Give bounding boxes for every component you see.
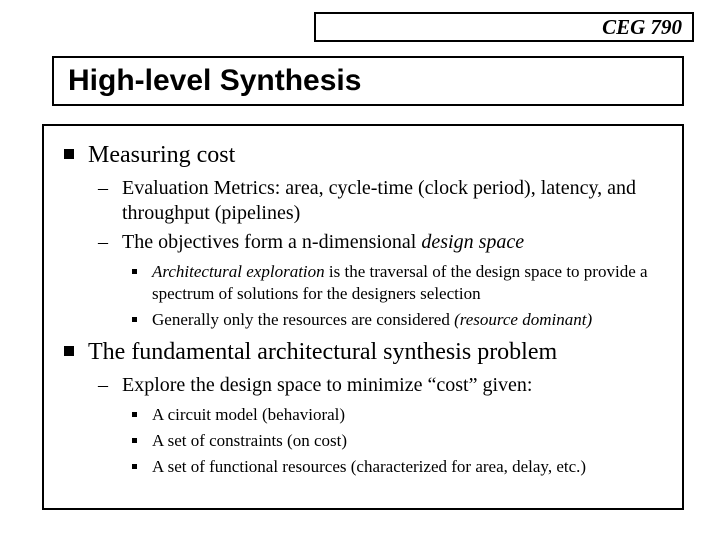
bullet-design-space: The objectives form a n-dimensional desi… [88, 230, 664, 331]
slide: CEG 790 High-level Synthesis Measuring c… [0, 0, 720, 540]
bullet-text: Generally only the resources are conside… [152, 310, 454, 329]
bullet-list-lvl2: Evaluation Metrics: area, cycle-time (cl… [88, 176, 664, 331]
bullet-text: A circuit model (behavioral) [152, 405, 345, 424]
slide-body: Measuring cost Evaluation Metrics: area,… [42, 124, 684, 510]
slide-title-box: High-level Synthesis [52, 56, 684, 106]
bullet-text: A set of functional resources (character… [152, 457, 586, 476]
bullet-text: Measuring cost [88, 142, 235, 168]
bullet-text: Evaluation Metrics: area, cycle-time (cl… [122, 177, 636, 224]
slide-title: High-level Synthesis [68, 64, 361, 98]
bullet-text-italic: Architectural exploration [152, 262, 325, 281]
bullet-functional-resources: A set of functional resources (character… [122, 456, 664, 478]
bullet-text: The objectives form a n-dimensional [122, 231, 421, 253]
bullet-list-lvl2: Explore the design space to minimize “co… [88, 373, 664, 478]
bullet-resource-dominant: Generally only the resources are conside… [122, 309, 664, 331]
bullet-text: The fundamental architectural synthesis … [88, 339, 557, 365]
bullet-text: A set of constraints (on cost) [152, 431, 347, 450]
bullet-circuit-model: A circuit model (behavioral) [122, 404, 664, 426]
bullet-list-lvl3: A circuit model (behavioral) A set of co… [122, 404, 664, 478]
bullet-fundamental-problem: The fundamental architectural synthesis … [54, 337, 664, 478]
bullet-constraints: A set of constraints (on cost) [122, 430, 664, 452]
bullet-arch-exploration: Architectural exploration is the travers… [122, 261, 664, 305]
bullet-measuring-cost: Measuring cost Evaluation Metrics: area,… [54, 140, 664, 331]
bullet-text: Explore the design space to minimize “co… [122, 374, 532, 396]
bullet-list-lvl1: Measuring cost Evaluation Metrics: area,… [54, 140, 664, 479]
bullet-list-lvl3: Architectural exploration is the travers… [122, 261, 664, 331]
bullet-text-italic: (resource dominant) [454, 310, 592, 329]
course-header: CEG 790 [314, 12, 694, 42]
bullet-explore-space: Explore the design space to minimize “co… [88, 373, 664, 478]
bullet-text-italic: design space [421, 231, 524, 253]
course-code: CEG 790 [602, 15, 682, 40]
bullet-eval-metrics: Evaluation Metrics: area, cycle-time (cl… [88, 176, 664, 226]
